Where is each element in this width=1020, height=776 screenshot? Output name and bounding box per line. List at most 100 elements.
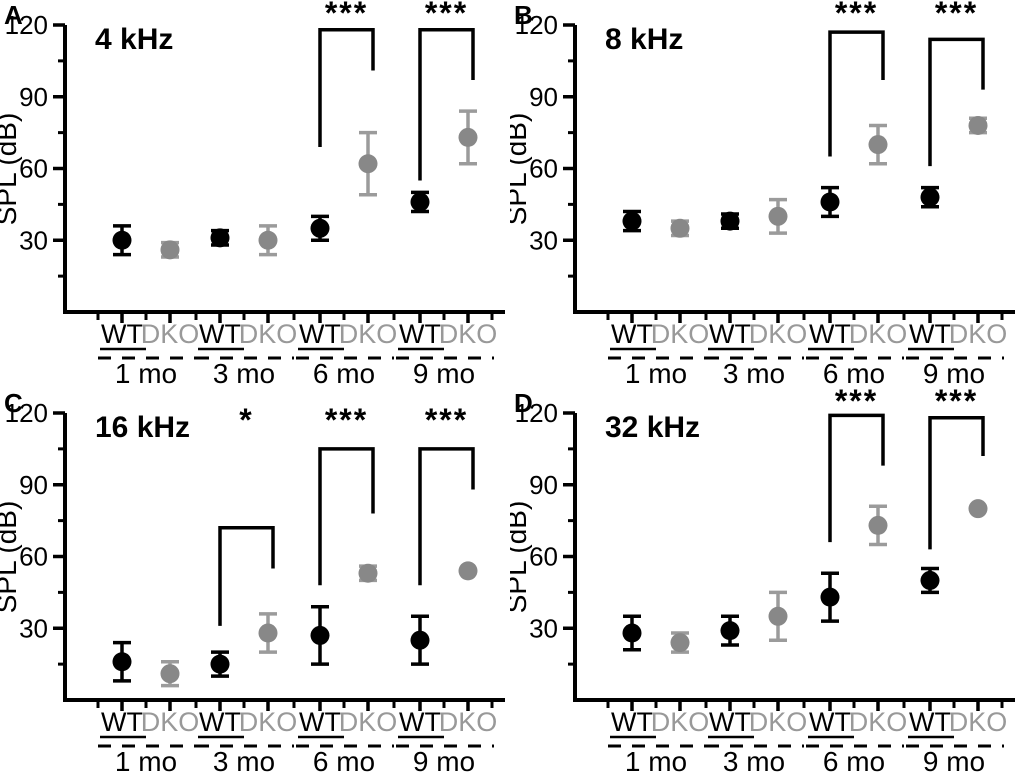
dko-label: DKO <box>749 319 808 349</box>
data-point-dko-9mo <box>968 499 988 519</box>
data-point-wt-1mo <box>112 652 132 672</box>
data-point-dko-6mo <box>868 515 888 535</box>
data-point-dko-9mo <box>458 127 478 147</box>
dko-label: DKO <box>949 707 1008 737</box>
data-point-dko-3mo <box>258 230 278 250</box>
significance-label: *** <box>325 402 368 438</box>
y-tick-label: 30 <box>19 613 48 643</box>
age-group-label: 1 mo <box>625 746 687 776</box>
panel-letter: C <box>4 388 23 418</box>
data-point-wt-3mo <box>720 211 740 231</box>
y-axis-title: SPL (dB) <box>0 501 22 614</box>
dko-label: DKO <box>849 319 908 349</box>
significance-label: *** <box>425 0 468 31</box>
age-group-label: 6 mo <box>823 746 885 776</box>
wt-label: WT <box>809 707 851 737</box>
data-point-dko-6mo <box>358 563 378 583</box>
age-group-label: 9 mo <box>923 746 985 776</box>
data-point-wt-9mo <box>410 192 430 212</box>
significance-bracket <box>418 447 475 586</box>
age-group-label: 6 mo <box>313 358 375 388</box>
age-group-label: 3 mo <box>723 358 785 388</box>
y-axis-title: SPL (dB) <box>0 113 22 226</box>
age-group-label: 6 mo <box>823 358 885 388</box>
significance-label: * <box>239 402 253 438</box>
y-tick-label: 90 <box>529 470 558 500</box>
y-tick-label: 90 <box>529 82 558 112</box>
panel-title: 4 kHz <box>95 23 173 56</box>
data-point-dko-3mo <box>768 606 788 626</box>
significance-label: *** <box>935 388 978 419</box>
significance-bracket <box>218 526 275 626</box>
y-tick-label: 90 <box>19 470 48 500</box>
data-point-dko-6mo <box>358 154 378 174</box>
significance-bracket <box>828 413 885 543</box>
wt-label: WT <box>101 319 143 349</box>
y-tick-label: 60 <box>19 542 48 572</box>
dko-label: DKO <box>651 707 710 737</box>
y-tick-label: 120 <box>515 398 558 428</box>
wt-label: WT <box>809 319 851 349</box>
y-tick-label: 120 <box>5 10 48 40</box>
data-point-dko-1mo <box>160 240 180 260</box>
wt-label: WT <box>101 707 143 737</box>
y-tick-label: 30 <box>529 613 558 643</box>
dko-label: DKO <box>239 707 298 737</box>
y-tick-label: 60 <box>19 154 48 184</box>
data-point-wt-1mo <box>112 230 132 250</box>
significance-bracket <box>928 37 985 167</box>
age-group-label: 6 mo <box>313 746 375 776</box>
wt-label: WT <box>299 707 341 737</box>
y-tick-label: 60 <box>529 542 558 572</box>
dko-label: DKO <box>749 707 808 737</box>
wt-label: WT <box>909 707 951 737</box>
data-point-wt-9mo <box>410 630 430 650</box>
y-tick-label: 120 <box>515 10 558 40</box>
wt-label: WT <box>709 707 751 737</box>
dko-label: DKO <box>439 707 498 737</box>
data-point-dko-3mo <box>768 206 788 226</box>
panel-a: 30 60 90 120 SPL (dB) A 4 kHz *** *** WT DKO 1 mo WT… <box>0 0 510 388</box>
significance-label: *** <box>325 0 368 31</box>
wt-label: WT <box>199 319 241 349</box>
wt-label: WT <box>611 707 653 737</box>
panel-title: 32 kHz <box>605 411 700 444</box>
data-point-wt-6mo <box>820 587 840 607</box>
data-point-dko-1mo <box>670 218 690 238</box>
age-group-label: 3 mo <box>213 746 275 776</box>
data-point-dko-9mo <box>458 561 478 581</box>
data-point-wt-9mo <box>920 570 940 590</box>
age-group-label: 3 mo <box>213 358 275 388</box>
age-group-label: 1 mo <box>625 358 687 388</box>
wt-label: WT <box>399 319 441 349</box>
panel-letter: B <box>514 0 533 30</box>
y-tick-label: 90 <box>19 82 48 112</box>
dko-label: DKO <box>141 707 200 737</box>
panel-letter: A <box>4 0 23 30</box>
data-point-wt-3mo <box>210 654 230 674</box>
data-point-dko-3mo <box>258 623 278 643</box>
y-tick-label: 30 <box>19 225 48 255</box>
significance-bracket <box>418 28 475 181</box>
panel-b: 30 60 90 120 SPL (dB) B 8 kHz *** *** WT DKO 1 mo WT… <box>510 0 1020 388</box>
dko-label: DKO <box>239 319 298 349</box>
y-tick-label: 60 <box>529 154 558 184</box>
panel-d: 30 60 90 120 SPL (dB) D 32 kHz *** *** WT DKO 1 mo W… <box>510 388 1020 776</box>
data-point-wt-6mo <box>820 192 840 212</box>
y-tick-label: 120 <box>5 398 48 428</box>
wt-label: WT <box>299 319 341 349</box>
panel-title: 8 kHz <box>605 23 683 56</box>
wt-label: WT <box>709 319 751 349</box>
age-group-label: 9 mo <box>413 746 475 776</box>
data-point-dko-1mo <box>670 633 690 653</box>
data-point-wt-3mo <box>210 228 230 248</box>
wt-label: WT <box>199 707 241 737</box>
wt-label: WT <box>909 319 951 349</box>
significance-bracket <box>318 28 375 147</box>
significance-label: *** <box>835 388 878 419</box>
panel-letter: D <box>514 388 533 418</box>
